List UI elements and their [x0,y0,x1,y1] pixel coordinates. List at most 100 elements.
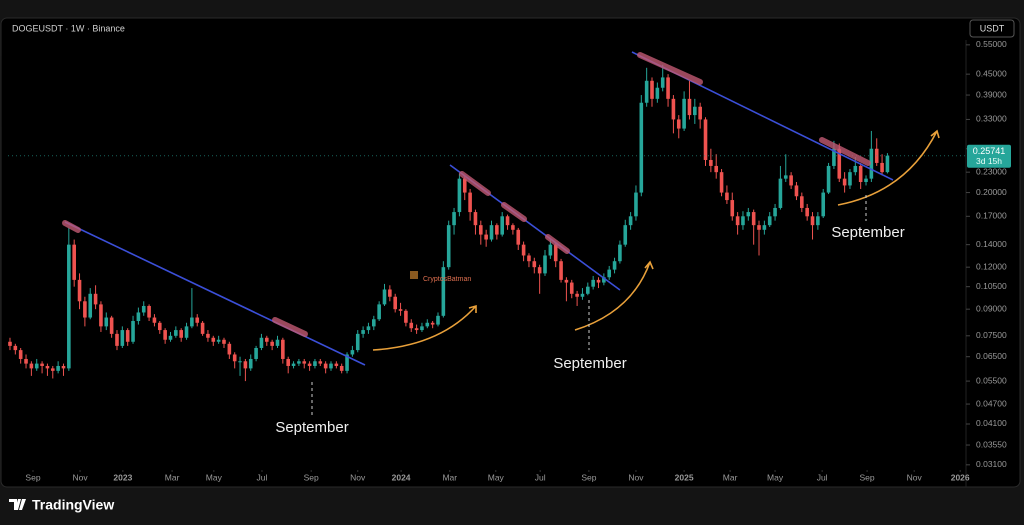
candle-body [757,225,761,230]
candle-body [457,178,462,213]
candle-body [789,175,793,186]
y-tick-label: 0.33000 [976,114,1007,124]
candle-body [671,98,676,120]
candle-body [810,216,815,226]
x-tick-label: Mar [165,472,180,482]
x-tick-label: Jul [817,472,828,482]
candle-body [693,106,697,116]
resistance-highlight [272,317,308,337]
candle-body [93,293,98,305]
candle-body [45,365,50,369]
y-tick-label: 0.20000 [976,187,1007,197]
candle-body [537,267,542,274]
candle-body [77,279,82,302]
x-tick-label: Jul [535,472,546,482]
x-tick-label: Mar [442,472,457,482]
candle-body [157,322,162,331]
resistance-highlight [819,137,871,166]
candle-body [634,192,638,217]
candle-body [709,159,713,166]
candle-body [548,244,553,256]
candle-body [869,148,874,179]
candle-body [318,361,323,364]
candle-body [339,365,344,371]
candle-body [152,317,157,323]
candle-body [323,363,328,369]
candle-body [286,358,290,366]
candle-body [382,289,387,305]
arrow [574,260,654,331]
candle-body [778,178,783,208]
resistance-highlight [62,220,81,233]
candle-body [826,165,831,193]
candle-body [880,162,884,173]
candle-body [377,304,381,320]
candle-body [816,216,820,226]
candle-body [361,330,365,334]
candle-body [773,207,777,217]
resistance-highlight [501,202,527,222]
y-tick-label: 0.17000 [976,211,1007,221]
x-tick-label: Nov [350,472,366,482]
candle-body [184,326,189,338]
candle-body [136,312,141,322]
x-tick-label: 2025 [675,472,694,482]
candle-body [730,200,735,217]
candle-body [468,192,472,213]
candle-body [650,80,654,99]
candle-body [13,345,18,351]
x-tick-label: Nov [628,472,644,482]
candle-body [864,178,868,183]
candle-body [527,255,531,262]
candle-body [521,244,526,256]
candle-body [238,361,242,363]
candle-body [61,365,66,369]
y-tick-label: 0.14000 [976,239,1007,249]
candle-body [195,317,200,323]
x-tick-label: 2023 [113,472,132,482]
candle-body [302,361,307,364]
candle-body [596,279,601,283]
candle-body [495,225,499,235]
candle-body [580,293,585,297]
watermark: CryptosBatman [423,276,471,283]
y-tick-label: 0.05500 [976,375,1007,385]
candle-body [329,363,333,369]
candle-body [532,261,537,268]
candle-body [420,326,424,331]
candle-body [660,77,665,88]
candle-body [644,80,649,103]
price-tag [967,144,1011,168]
candle-body [805,207,809,217]
candle-body [698,106,702,120]
currency-label[interactable]: USDT [980,23,1005,33]
candle-body [858,165,863,183]
candle-body [211,337,216,342]
candle-body [441,267,446,316]
drawings [62,51,940,415]
y-tick-label: 0.12000 [976,261,1007,271]
candle-body [741,216,745,226]
candle-body [141,305,146,313]
candle-body [511,225,515,230]
candle-body [623,225,628,245]
candle-body [190,317,194,327]
candle-body [848,172,852,186]
candle-body [29,363,34,369]
candle-body [452,212,456,226]
candle-body [885,155,890,173]
candle-body [120,330,125,346]
candle-body [371,319,376,327]
candle-body [505,216,510,226]
candle-body [489,225,494,240]
candle-body [553,244,558,262]
candle-body [291,363,296,366]
candle-body [655,87,660,99]
resistance-highlight [459,171,491,196]
candle-body [227,343,232,355]
candle-body [174,330,178,336]
candle-body [591,279,595,287]
candle-body [479,225,483,235]
currency-button[interactable] [969,19,1015,38]
